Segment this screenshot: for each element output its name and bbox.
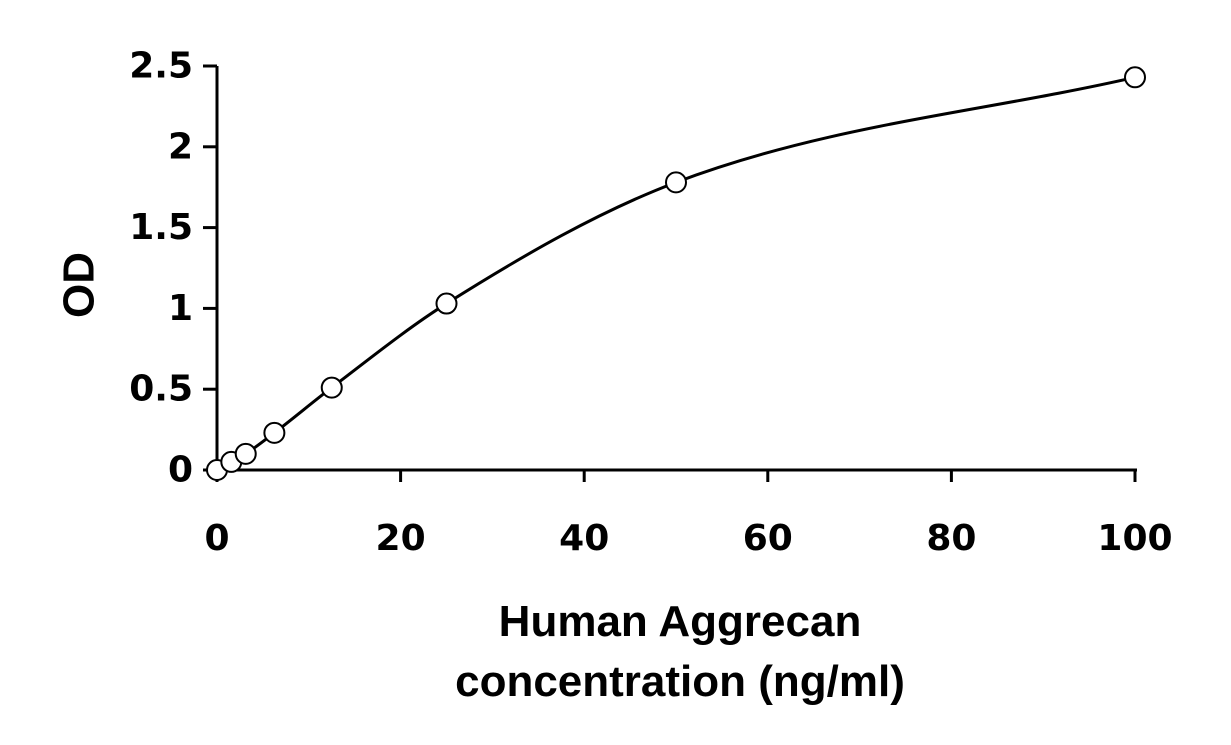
y-tick-label: 2 [168,126,193,167]
x-tick-label: 80 [926,518,976,559]
x-axis-title-line-1: Human Aggrecan [499,597,862,646]
x-tick-label: 40 [559,518,609,559]
x-tick-label: 60 [743,518,793,559]
data-point [1124,66,1146,89]
data-point [263,421,286,444]
x-tick-label: 100 [1097,518,1172,559]
y-tick-label: 1.5 [129,207,193,248]
data-point [320,376,343,399]
y-tick-label: 1 [168,288,193,329]
axes [215,66,1137,472]
data-point [665,171,687,194]
x-axis-title-line-2: concentration (ng/ml) [455,657,905,706]
x-axis-ticks: 0 20 40 60 80 100 [204,470,1173,559]
fit-curve-line [216,75,1136,472]
y-axis-ticks: 0 0.5 1 1.5 2 2.5 [129,46,217,491]
y-tick-label: 0.5 [129,369,193,410]
x-tick-label: 20 [376,518,426,559]
data-point [234,442,257,465]
y-axis-title: OD [55,252,104,318]
data-points [206,66,1146,481]
y-tick-label: 2.5 [129,46,193,87]
x-tick-label: 0 [204,518,229,559]
y-tick-label: 0 [168,450,193,491]
data-point [435,292,458,315]
